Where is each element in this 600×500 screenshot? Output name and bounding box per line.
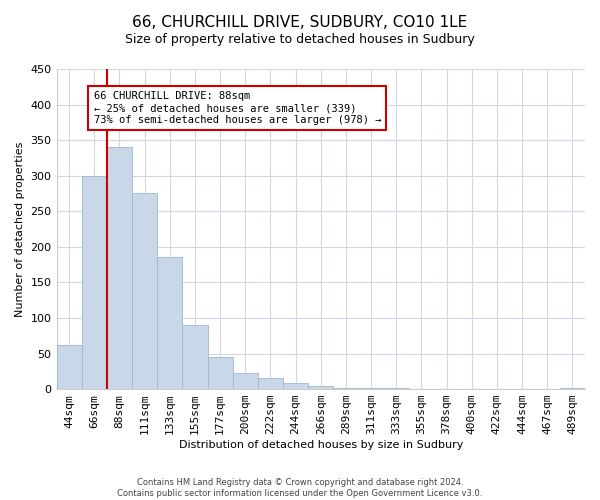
Text: 66 CHURCHILL DRIVE: 88sqm
← 25% of detached houses are smaller (339)
73% of semi: 66 CHURCHILL DRIVE: 88sqm ← 25% of detac…	[94, 92, 381, 124]
Bar	[359, 388, 383, 389]
Bar	[82, 176, 107, 389]
X-axis label: Distribution of detached houses by size in Sudbury: Distribution of detached houses by size …	[179, 440, 463, 450]
Bar	[334, 388, 359, 389]
Bar	[132, 194, 157, 389]
Bar	[56, 345, 82, 389]
Bar	[258, 378, 283, 389]
Bar	[208, 357, 233, 389]
Bar	[560, 388, 585, 389]
Bar	[233, 372, 258, 389]
Y-axis label: Number of detached properties: Number of detached properties	[15, 142, 25, 316]
Bar	[182, 325, 208, 389]
Text: Contains HM Land Registry data © Crown copyright and database right 2024.
Contai: Contains HM Land Registry data © Crown c…	[118, 478, 482, 498]
Bar	[107, 147, 132, 389]
Text: 66, CHURCHILL DRIVE, SUDBURY, CO10 1LE: 66, CHURCHILL DRIVE, SUDBURY, CO10 1LE	[133, 15, 467, 30]
Bar	[283, 384, 308, 389]
Text: Size of property relative to detached houses in Sudbury: Size of property relative to detached ho…	[125, 32, 475, 46]
Bar	[383, 388, 409, 389]
Bar	[308, 386, 334, 389]
Bar	[157, 258, 182, 389]
